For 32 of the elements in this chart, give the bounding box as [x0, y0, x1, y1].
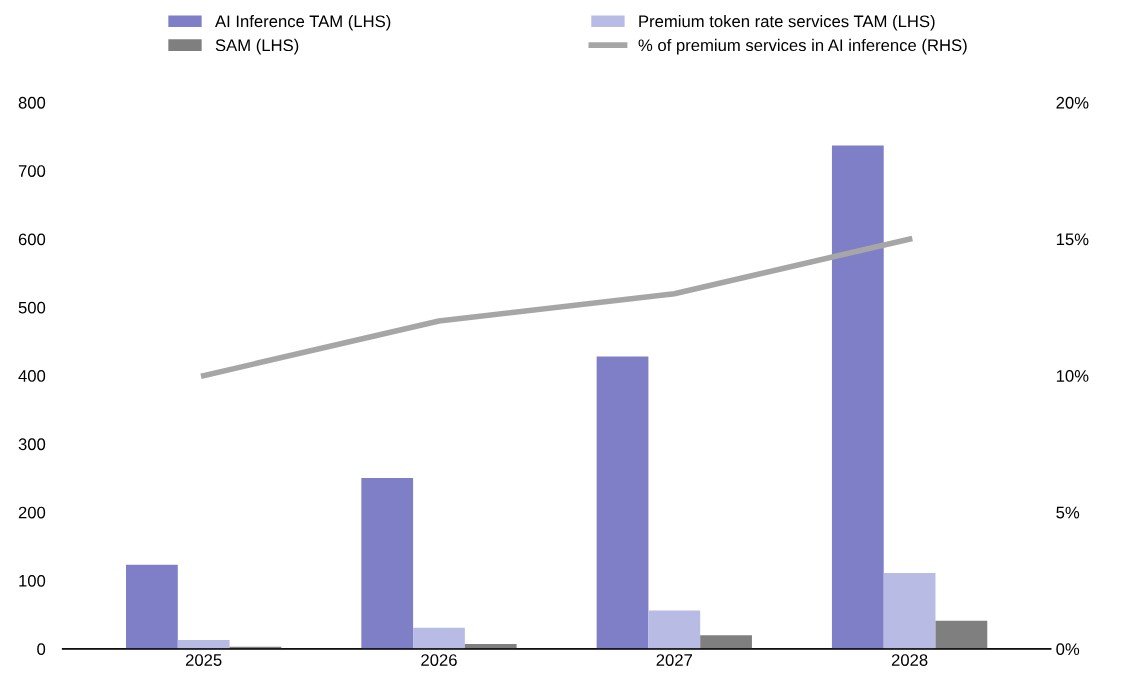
y-tick-label: 100 [19, 574, 46, 587]
y-tick-label: 500 [18, 301, 46, 314]
bar [177, 639, 230, 649]
y2-tick-label: 10% [1056, 370, 1089, 382]
bar [596, 356, 649, 649]
y2-tick-label: 15% [1056, 233, 1089, 246]
bar [935, 620, 988, 649]
legend-label: SAM (LHS) [215, 38, 299, 55]
y-tick-label: 200 [18, 506, 46, 519]
bar [126, 564, 178, 649]
bar [700, 635, 752, 649]
y-tick-label: 600 [18, 233, 46, 246]
y2-tick-label: 0% [1056, 643, 1080, 656]
bar [361, 478, 414, 649]
y-tick-label: 700 [18, 165, 46, 177]
y-tick-label: 400 [18, 370, 46, 382]
x-tick-label: 2025 [185, 654, 222, 666]
x-tick-label: 2028 [891, 654, 928, 666]
x-tick-label: 2027 [656, 654, 692, 666]
bar [883, 573, 936, 649]
y-tick-label: 0 [37, 643, 46, 656]
y-tick-label: 800 [18, 96, 46, 109]
bar [831, 145, 884, 649]
y-tick-label: 300 [18, 438, 46, 451]
x-tick-label: 2026 [421, 654, 457, 666]
bar [648, 610, 701, 649]
y2-tick-label: 20% [1056, 96, 1089, 109]
legend-label: Premium token rate services TAM (LHS) [639, 15, 935, 31]
legend-label: % of premium services in AI inference (RHS) [638, 38, 967, 55]
legend-label: AI Inference TAM (LHS) [215, 15, 391, 31]
bar [413, 627, 465, 649]
y2-tick-label: 5% [1056, 506, 1080, 519]
